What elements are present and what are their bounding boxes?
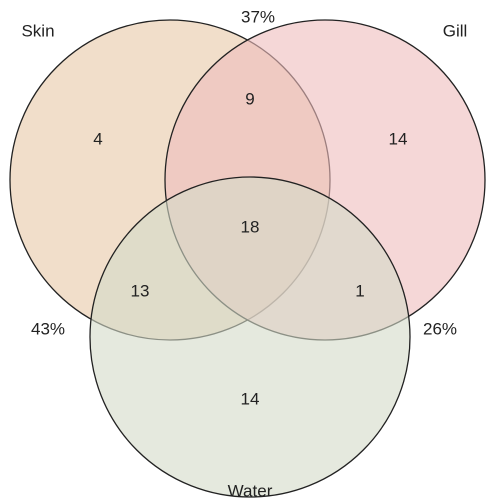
percent-label: 26% (423, 319, 457, 338)
region-count: 14 (241, 389, 260, 408)
set-label: Skin (21, 21, 54, 40)
region-count: 9 (245, 89, 254, 108)
region-count: 14 (389, 129, 408, 148)
region-count: 4 (93, 129, 102, 148)
region-count: 18 (241, 217, 260, 236)
set-label: Gill (443, 21, 468, 40)
percent-label: 37% (241, 7, 275, 26)
region-count: 1 (355, 281, 364, 300)
percent-label: 43% (31, 319, 65, 338)
set-label: Water (228, 481, 273, 500)
region-count: 13 (131, 281, 150, 300)
set-circle (89, 176, 411, 498)
